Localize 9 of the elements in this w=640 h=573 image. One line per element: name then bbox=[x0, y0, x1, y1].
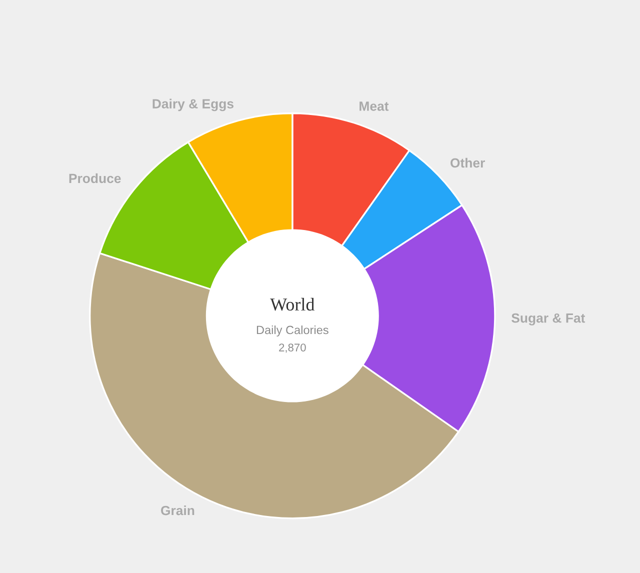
slice-label: Other bbox=[450, 158, 485, 168]
text: Daily Calories bbox=[256, 325, 328, 336]
slice-label: Sugar & Fat bbox=[512, 313, 586, 326]
slice-label: Dairy & Eggs bbox=[152, 98, 234, 112]
slice-label: Produce bbox=[69, 173, 121, 184]
text: 2,870 bbox=[279, 344, 306, 353]
slice-label: Grain bbox=[161, 506, 194, 516]
slice-label: Meat bbox=[360, 102, 389, 111]
text: World bbox=[270, 298, 315, 311]
